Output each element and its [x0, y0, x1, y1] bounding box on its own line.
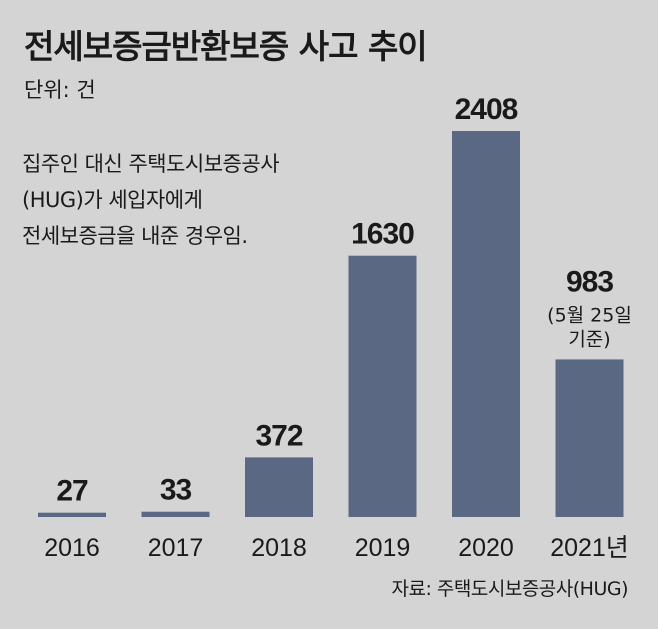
chart-title: 전세보증금반환보증 사고 추이	[24, 27, 428, 66]
unit-label: 단위: 건	[24, 78, 96, 102]
bar	[245, 457, 313, 517]
x-tick-label: 2020	[458, 534, 514, 562]
chart-note: 집주인 대신 주택도시보증공사 (HUG)가 세입자에게 전세보증금을 내준 경…	[22, 146, 280, 254]
bar	[38, 512, 106, 517]
x-tick-label: 2016	[44, 534, 100, 562]
bar	[555, 359, 624, 517]
bar	[141, 511, 210, 517]
value-label: 372	[255, 419, 302, 452]
x-tick-label: 2018	[251, 534, 307, 562]
value-label: 27	[56, 475, 88, 508]
bar	[452, 131, 520, 517]
x-tick-label: 2019	[355, 534, 411, 562]
value-label: 1630	[351, 218, 414, 251]
annotation-label: (5월 25일	[547, 304, 632, 326]
annotation-label: 기준)	[568, 328, 610, 350]
note-line: (HUG)가 세입자에게	[22, 188, 203, 212]
source-label: 자료: 주택도시보증공사(HUG)	[391, 578, 629, 600]
value-label: 2408	[455, 93, 518, 126]
x-tick-label: 2021년	[550, 534, 629, 562]
note-line: 전세보증금을 내준 경우임.	[22, 224, 248, 248]
note-line: 집주인 대신 주택도시보증공사	[22, 152, 280, 176]
value-label: 33	[160, 474, 192, 507]
value-label: 983	[566, 265, 613, 298]
bar	[348, 255, 417, 517]
x-tick-label: 2017	[148, 534, 204, 562]
